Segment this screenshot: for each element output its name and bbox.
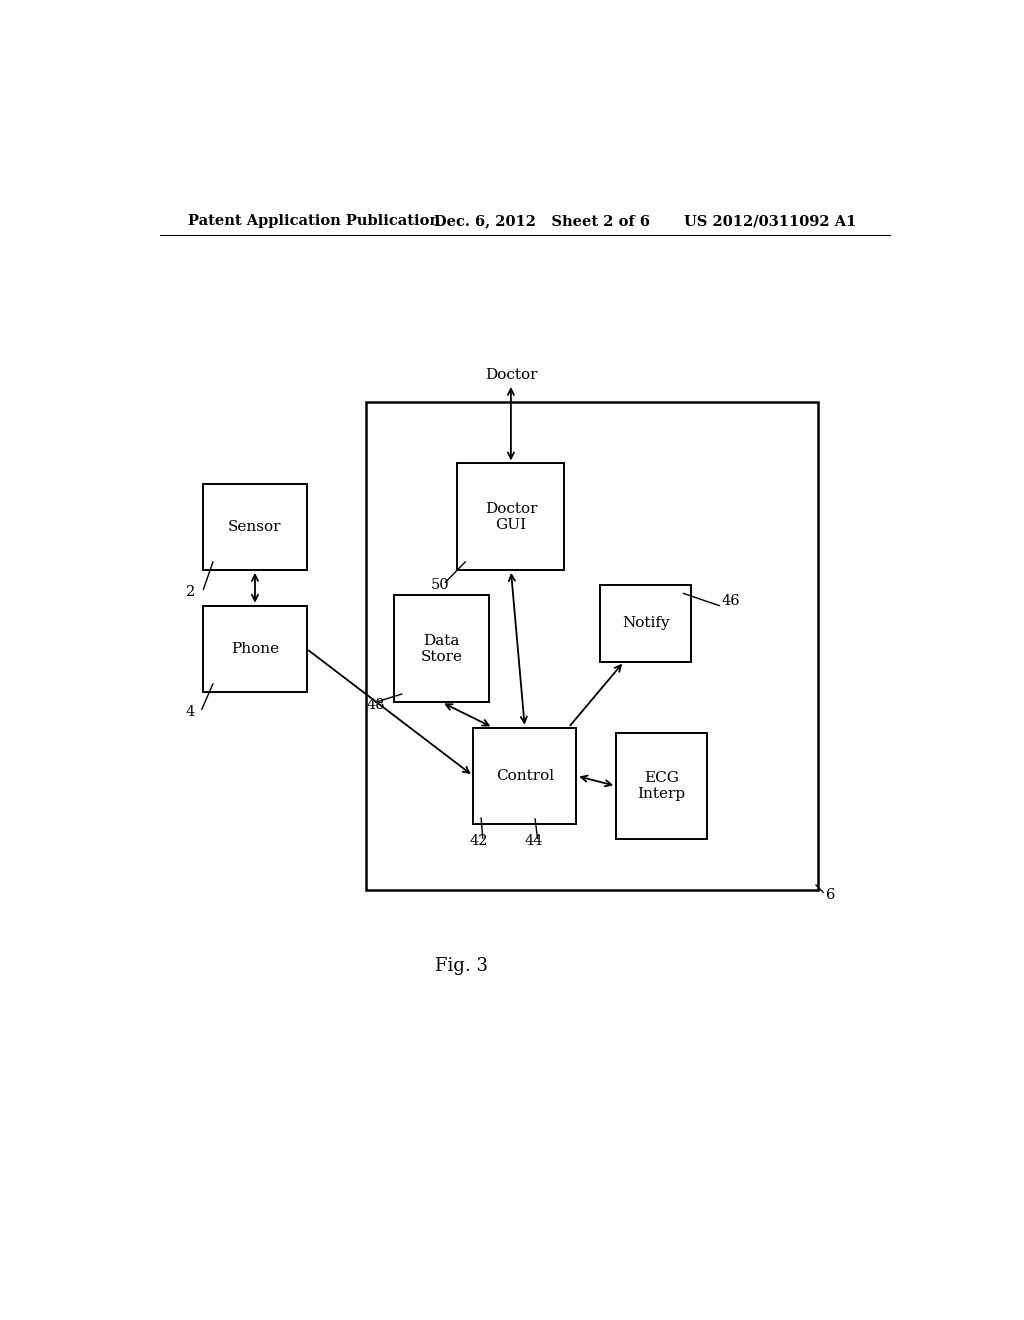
Text: Phone: Phone: [231, 642, 279, 656]
Text: US 2012/0311092 A1: US 2012/0311092 A1: [684, 214, 856, 228]
Bar: [600, 585, 691, 661]
Text: ECG
Interp: ECG Interp: [638, 771, 686, 801]
Text: Data
Store: Data Store: [421, 634, 463, 664]
Text: Doctor: Doctor: [484, 368, 538, 381]
Text: 42: 42: [469, 834, 487, 849]
Text: 44: 44: [524, 834, 544, 849]
Text: 6: 6: [826, 888, 836, 903]
Text: Doctor
GUI: Doctor GUI: [484, 502, 538, 532]
Bar: [458, 463, 564, 570]
Bar: [473, 727, 577, 824]
Text: Sensor: Sensor: [228, 520, 282, 533]
Bar: [616, 733, 708, 840]
Text: 46: 46: [722, 594, 740, 607]
Text: 2: 2: [186, 585, 196, 599]
Text: 50: 50: [431, 578, 450, 593]
Bar: [367, 403, 818, 890]
Text: Control: Control: [496, 768, 554, 783]
Bar: [394, 595, 489, 702]
Text: Dec. 6, 2012   Sheet 2 of 6: Dec. 6, 2012 Sheet 2 of 6: [433, 214, 649, 228]
Bar: [204, 606, 306, 692]
Text: 48: 48: [367, 698, 385, 713]
Text: Notify: Notify: [622, 616, 670, 631]
Text: Fig. 3: Fig. 3: [435, 957, 487, 975]
Text: Patent Application Publication: Patent Application Publication: [187, 214, 439, 228]
Text: 4: 4: [186, 705, 196, 719]
Bar: [204, 483, 306, 570]
